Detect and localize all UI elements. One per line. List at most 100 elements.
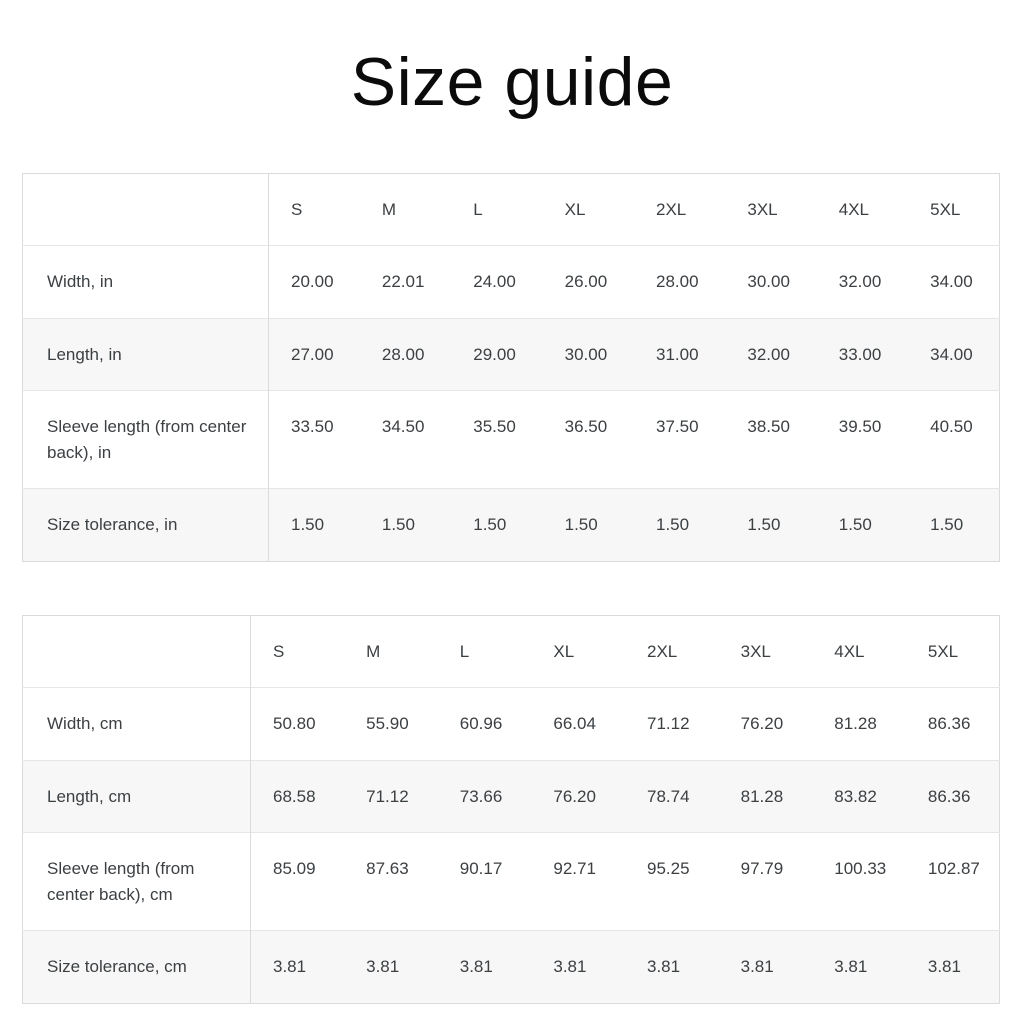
size-column-header: XL — [564, 199, 586, 219]
size-column-header: L — [459, 641, 470, 661]
table-row: Sleeve length (from center back), in 33.5… — [22, 390, 1000, 489]
corner-cell — [22, 173, 269, 246]
size-table-centimeters: S M L XL 2XL 3XL 4XL 5XL Width, cm 50.80 55.90 60.… — [22, 614, 1000, 1004]
row-label: Sleeve length (from center back), cm — [22, 832, 251, 931]
size-value-cell: 81.28 — [740, 786, 784, 806]
table-row: Size tolerance, in 1.50 1.50 1.50 1.50 1.50 1.… — [22, 488, 1000, 562]
size-value-cell: 71.12 — [647, 714, 690, 734]
size-value-cell: 50.80 — [273, 714, 316, 734]
size-value-cell: 85.09 — [273, 859, 316, 879]
size-value-cell: 33.50 — [291, 417, 334, 437]
table-header: S M L XL 2XL 3XL 4XL 5XL — [22, 615, 1000, 688]
size-value-cell: 73.66 — [459, 786, 503, 806]
table-header: S M L XL 2XL 3XL 4XL 5XL — [22, 173, 1000, 246]
size-value-cell: 27.00 — [291, 344, 334, 364]
size-value-cell: 1.50 — [930, 515, 964, 535]
table-row: Length, cm 68.58 71.12 73.66 76.20 78.74 81.28… — [22, 760, 1000, 833]
size-value-cell: 86.36 — [927, 786, 971, 806]
table-body: Width, in 20.00 22.01 24.00 26.00 28.00 30.00 3… — [22, 245, 1000, 562]
size-value-cell: 1.50 — [381, 515, 415, 535]
size-value-cell: 29.00 — [473, 344, 516, 364]
size-value-cell: 66.04 — [553, 714, 596, 734]
size-value-cell: 20.00 — [291, 272, 334, 292]
size-value-cell: 40.50 — [930, 417, 973, 437]
size-value-cell: 76.20 — [740, 714, 784, 734]
corner-cell — [22, 615, 251, 688]
row-label: Length, in — [22, 318, 269, 391]
size-value-cell: 83.82 — [834, 786, 877, 806]
size-column-header: 5XL — [930, 199, 961, 219]
size-column-header: L — [473, 199, 483, 219]
size-value-cell: 32.00 — [838, 272, 882, 292]
row-label: Sleeve length (from center back), in — [22, 390, 269, 489]
size-column-header: 5XL — [927, 641, 959, 661]
size-value-cell: 55.90 — [366, 714, 409, 734]
size-value-cell: 3.81 — [273, 957, 307, 977]
size-value-cell: 95.25 — [647, 859, 690, 879]
size-value-cell: 36.50 — [564, 417, 608, 437]
table-row: Width, in 20.00 22.01 24.00 26.00 28.00 30.00 3… — [22, 245, 1000, 319]
size-value-cell: 78.74 — [647, 786, 690, 806]
size-value-cell: 3.81 — [834, 957, 868, 977]
size-value-cell: 22.01 — [381, 272, 425, 292]
page-title: Size guide — [350, 44, 674, 120]
size-column-header: 2XL — [647, 641, 678, 661]
size-column-header: XL — [553, 641, 575, 661]
size-value-cell: 1.50 — [747, 515, 781, 535]
size-value-cell: 26.00 — [564, 272, 608, 292]
size-value-cell: 76.20 — [553, 786, 596, 806]
size-value-cell: 86.36 — [927, 714, 971, 734]
table-body: Width, cm 50.80 55.90 60.96 66.04 71.12 76.20 8… — [22, 687, 1000, 1004]
size-value-cell: 3.81 — [927, 957, 961, 977]
size-column-header: 2XL — [656, 199, 687, 219]
size-value-cell: 3.81 — [459, 957, 493, 977]
size-value-cell: 1.50 — [838, 515, 872, 535]
row-label: Length, cm — [22, 760, 251, 833]
row-label: Width, in — [22, 245, 269, 319]
size-value-cell: 71.12 — [366, 786, 409, 806]
table-row: Length, in 27.00 28.00 29.00 30.00 31.00 32.00… — [22, 318, 1000, 391]
size-value-cell: 87.63 — [366, 859, 409, 879]
header-row: S M L XL 2XL 3XL 4XL 5XL — [22, 615, 1000, 688]
size-tables-container: S M L XL 2XL 3XL 4XL 5XL Width, in 20.00 22.01 24.… — [0, 172, 1024, 1004]
size-column-header: M — [366, 641, 381, 661]
size-value-cell: 3.81 — [647, 957, 681, 977]
table-row: Size tolerance, cm 3.81 3.81 3.81 3.81 3.81 3.… — [22, 930, 1000, 1004]
size-value-cell: 1.50 — [656, 515, 690, 535]
size-value-cell: 81.28 — [834, 714, 877, 734]
size-value-cell: 3.81 — [366, 957, 400, 977]
size-value-cell: 30.00 — [747, 272, 790, 292]
size-value-cell: 34.00 — [930, 344, 973, 364]
size-column-header: S — [291, 199, 303, 219]
row-label: Width, cm — [22, 687, 251, 761]
size-value-cell: 38.50 — [747, 417, 790, 437]
size-value-cell: 39.50 — [838, 417, 882, 437]
size-value-cell: 97.79 — [740, 859, 784, 879]
size-column-header: 4XL — [838, 199, 869, 219]
size-value-cell: 3.81 — [740, 957, 774, 977]
size-column-header: M — [381, 199, 397, 219]
size-value-cell: 100.33 — [834, 859, 887, 879]
size-value-cell: 68.58 — [273, 786, 316, 806]
size-value-cell: 3.81 — [553, 957, 587, 977]
size-value-cell: 34.50 — [381, 417, 425, 437]
size-value-cell: 37.50 — [656, 417, 699, 437]
table-row: Sleeve length (from center back), cm 85.0… — [22, 832, 1000, 931]
size-value-cell: 34.00 — [930, 272, 973, 292]
size-value-cell: 32.00 — [747, 344, 790, 364]
size-value-cell: 33.00 — [838, 344, 882, 364]
size-column-header: S — [273, 641, 285, 661]
size-value-cell: 1.50 — [564, 515, 598, 535]
header-row: S M L XL 2XL 3XL 4XL 5XL — [22, 173, 1000, 246]
size-value-cell: 1.50 — [473, 515, 507, 535]
size-value-cell: 28.00 — [656, 272, 699, 292]
size-column-header: 3XL — [747, 199, 778, 219]
size-value-cell: 24.00 — [473, 272, 516, 292]
size-value-cell: 1.50 — [291, 515, 325, 535]
size-column-header: 4XL — [834, 641, 865, 661]
size-value-cell: 92.71 — [553, 859, 596, 879]
row-label: Size tolerance, cm — [22, 930, 251, 1004]
size-value-cell: 28.00 — [381, 344, 425, 364]
size-table-inches: S M L XL 2XL 3XL 4XL 5XL Width, in 20.00 22.01 24.… — [22, 172, 1000, 562]
table-row: Width, cm 50.80 55.90 60.96 66.04 71.12 76.20 8… — [22, 687, 1000, 761]
